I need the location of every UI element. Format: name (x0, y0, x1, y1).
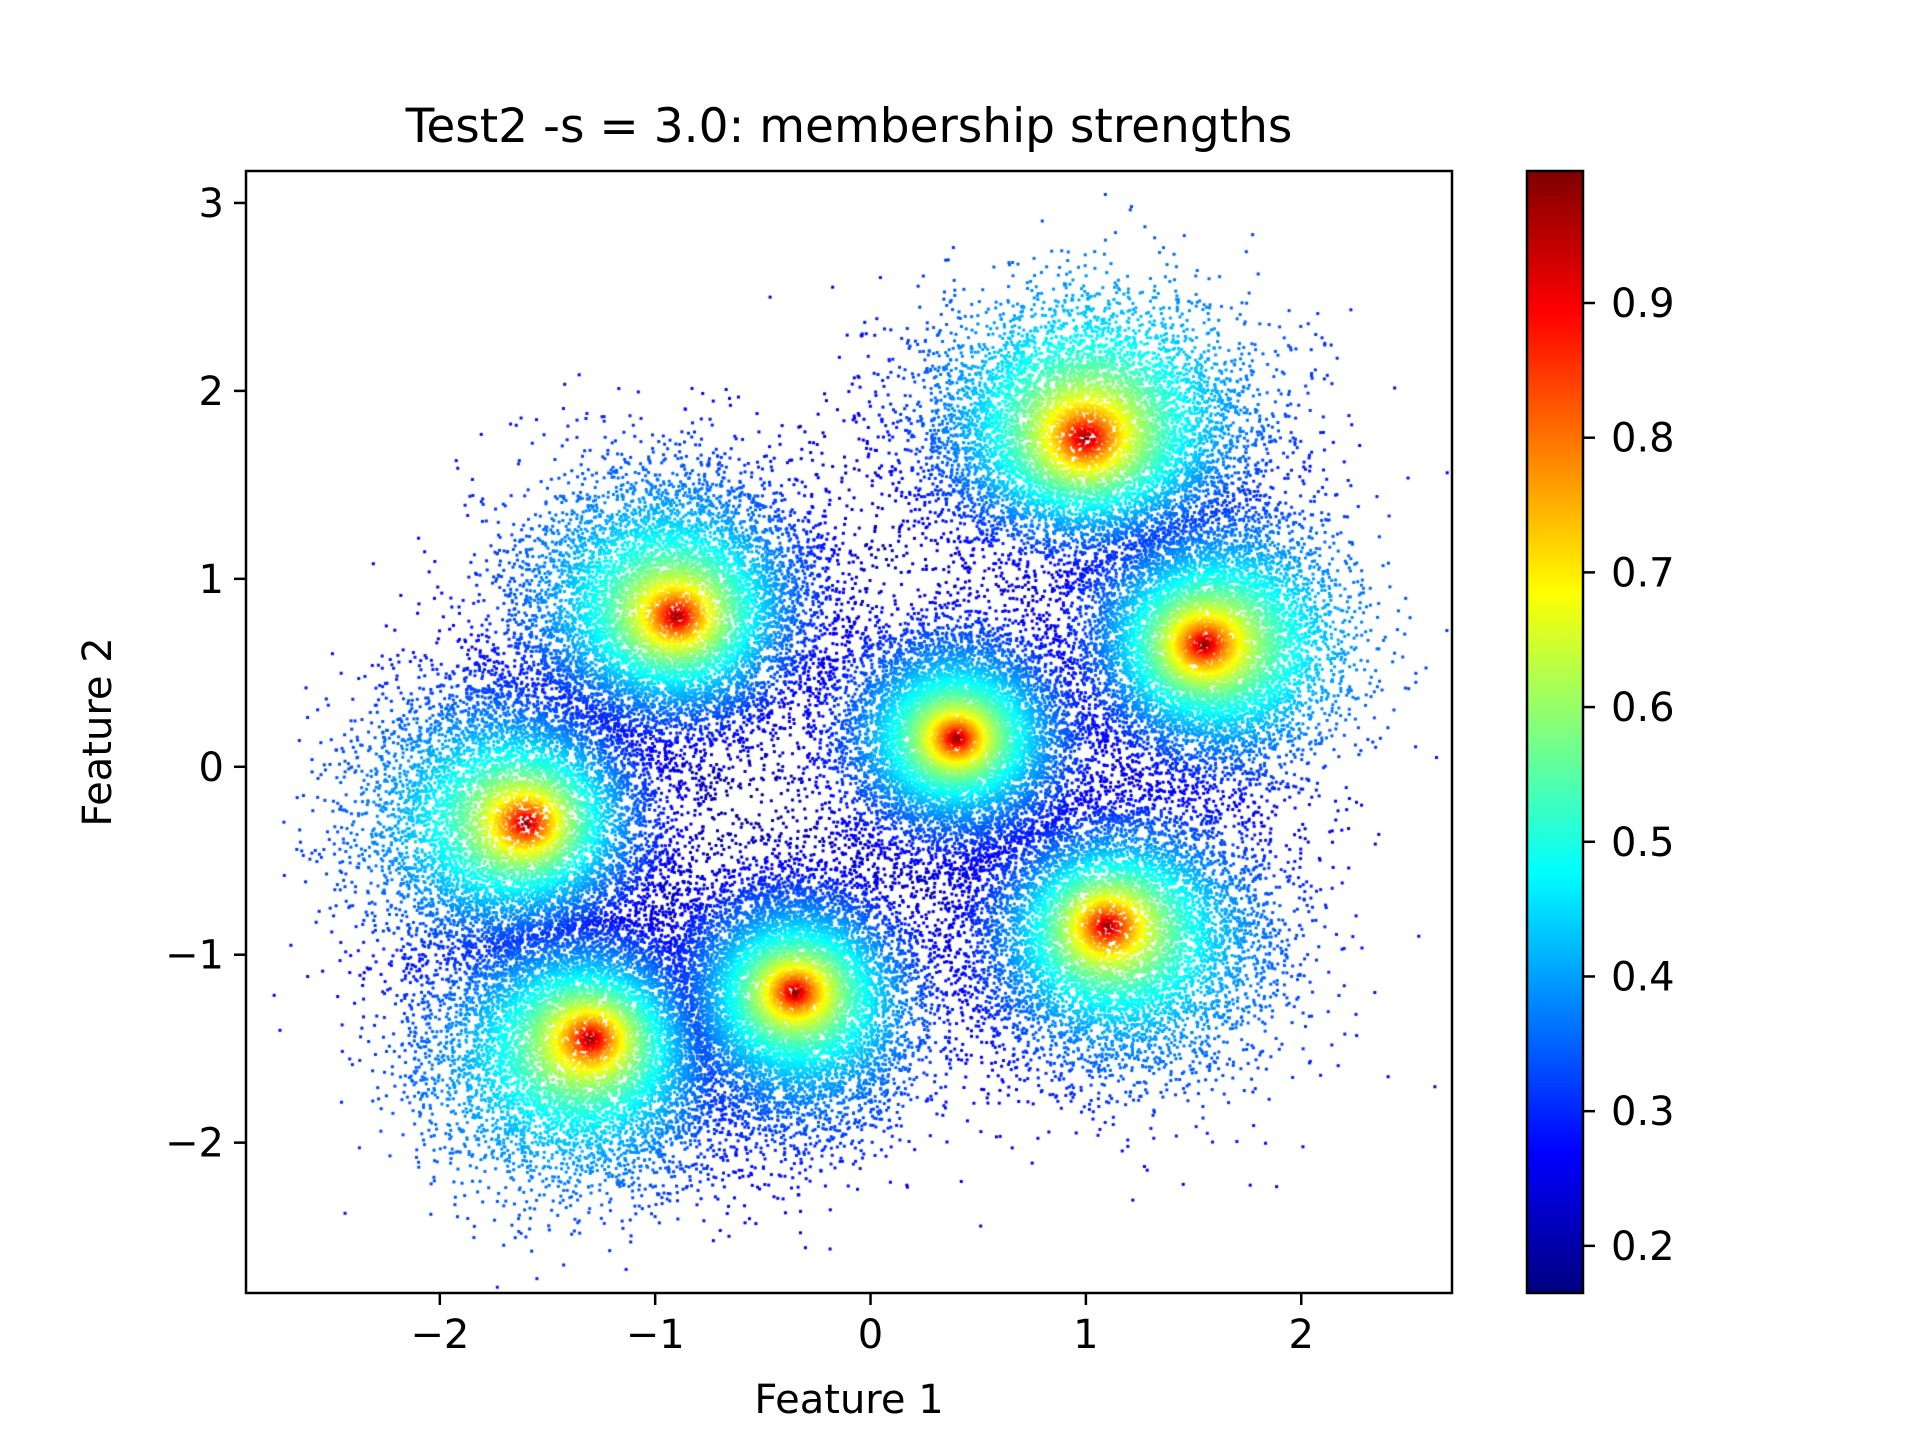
colorbar-gradient (1527, 171, 1583, 1293)
colorbar-tick-label: 0.2 (1611, 1224, 1675, 1270)
x-tick-label: 0 (858, 1312, 883, 1358)
y-tick-label: 0 (199, 745, 224, 791)
colorbar-tick-label: 0.5 (1611, 820, 1675, 866)
x-axis-label: Feature 1 (754, 1377, 943, 1423)
x-tick-label: 2 (1289, 1312, 1314, 1358)
colorbar-frame (1525, 169, 1585, 1295)
x-axis-ticks: −2 −1 0 1 2 (410, 1293, 1314, 1358)
colorbar-tick-label: 0.8 (1611, 416, 1675, 462)
colorbar-tick-label: 0.9 (1611, 281, 1675, 327)
x-tick-label: −2 (410, 1312, 469, 1358)
plot-frame (244, 169, 1454, 1295)
colorbar-ticks: 0.2 0.3 0.4 0.5 0.6 0.7 0.8 0.9 (1583, 281, 1675, 1270)
y-tick-label: 3 (199, 181, 224, 227)
scatter-points (246, 171, 1452, 1293)
y-axis-label: Feature 2 (75, 637, 121, 826)
y-tick-label: −2 (165, 1121, 224, 1167)
colorbar-tick-label: 0.7 (1611, 550, 1675, 596)
x-tick-label: −1 (626, 1312, 685, 1358)
y-axis-ticks: −2 −1 0 1 2 3 (165, 181, 246, 1167)
colorbar-tick-label: 0.4 (1611, 954, 1675, 1000)
x-tick-label: 1 (1073, 1312, 1098, 1358)
colorbar-tick-label: 0.6 (1611, 685, 1675, 731)
y-tick-label: −1 (165, 933, 224, 979)
colorbar-tick-label: 0.3 (1611, 1089, 1675, 1135)
chart-title: Test2 -s = 3.0: membership strengths (405, 99, 1293, 154)
y-tick-label: 2 (199, 369, 224, 415)
y-tick-label: 1 (199, 557, 224, 603)
